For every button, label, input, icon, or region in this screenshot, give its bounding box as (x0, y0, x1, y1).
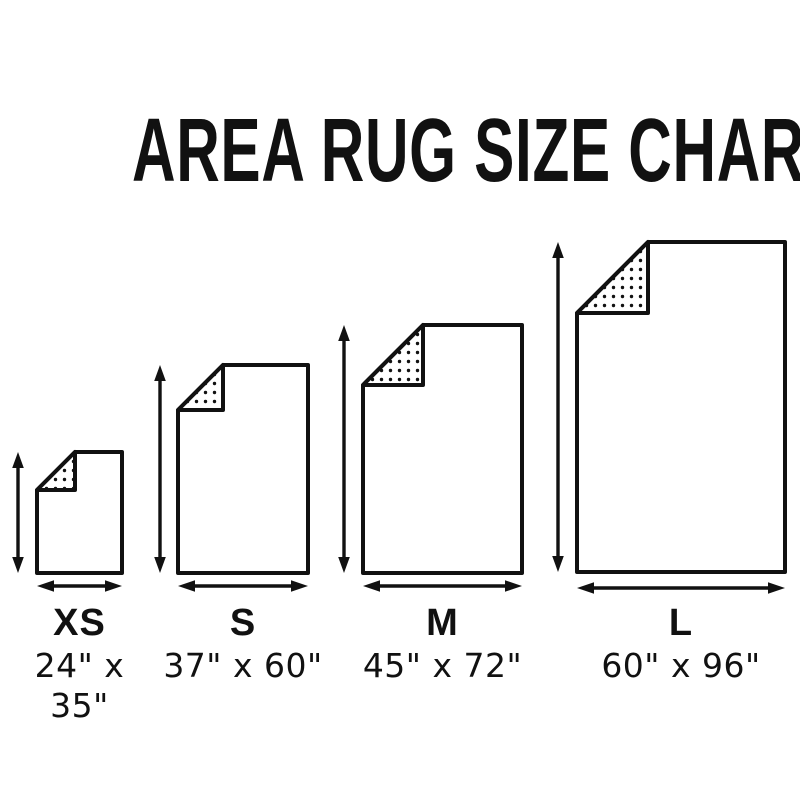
size-dimensions-label: 24" x 35" (34, 646, 125, 725)
size-label-group: XS 24" x 35" (17, 604, 142, 725)
size-code-label: M (426, 602, 459, 644)
width-arrow-icon (37, 580, 122, 592)
rug-folded-corner (35, 450, 77, 492)
size-dimensions-label: 45" x 72" (362, 646, 523, 685)
rug-outline (35, 450, 124, 575)
size-code-label: L (668, 602, 694, 644)
height-arrow-icon (552, 242, 564, 572)
size-label-group: S 37" x 60" (158, 604, 328, 686)
rug-folded-corner (575, 240, 650, 315)
rug-folded-corner (176, 363, 225, 412)
width-arrow-icon (577, 582, 785, 594)
rug-illustration (361, 323, 524, 575)
size-code-label: S (229, 602, 257, 644)
height-arrow-icon (154, 365, 166, 573)
size-dimensions-label: 60" x 96" (601, 646, 761, 685)
size-code-label: XS (53, 602, 106, 644)
rug-illustration (176, 363, 310, 575)
size-dimensions-label: 37" x 60" (163, 646, 323, 685)
rug-illustration (575, 240, 787, 574)
rug-illustration (35, 450, 124, 575)
height-arrow-icon (338, 325, 350, 573)
height-arrow-icon (12, 452, 24, 573)
width-arrow-icon (363, 580, 522, 592)
rug-folded-corner (361, 323, 425, 387)
size-label-group: L 60" x 96" (557, 604, 800, 686)
page-title: AREA RUG SIZE CHART (132, 101, 800, 201)
width-arrow-icon (178, 580, 308, 592)
size-label-group: M 45" x 72" (343, 604, 542, 686)
